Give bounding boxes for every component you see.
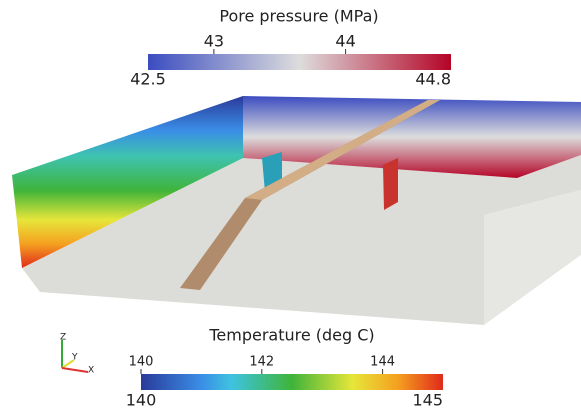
z-label: Z bbox=[60, 333, 66, 343]
range-max-label: 145 bbox=[412, 391, 443, 410]
floor-side bbox=[484, 190, 581, 325]
tick-label: 44 bbox=[335, 32, 355, 51]
tick-label: 142 bbox=[249, 355, 274, 370]
range-min-label: 42.5 bbox=[130, 70, 166, 89]
fault-plane bbox=[180, 100, 440, 290]
temperature-colorbar bbox=[141, 374, 443, 390]
red-patch bbox=[383, 158, 398, 210]
left-wall bbox=[12, 96, 243, 268]
pore-pressure-title: Pore pressure (MPa) bbox=[219, 7, 378, 26]
tick-label: 144 bbox=[370, 355, 395, 370]
y-label: Y bbox=[71, 353, 78, 363]
axes-triad: Z Y X bbox=[60, 333, 94, 376]
x-label: X bbox=[88, 366, 94, 376]
y-axis bbox=[61, 359, 75, 369]
range-min-label: 140 bbox=[126, 391, 157, 410]
model-3d bbox=[12, 96, 581, 325]
floor bbox=[22, 155, 581, 325]
pore-pressure-colorbar bbox=[148, 54, 451, 70]
fault-top bbox=[245, 100, 440, 200]
range-max-label: 44.8 bbox=[415, 70, 451, 89]
x-axis bbox=[61, 367, 89, 373]
tick-label: 140 bbox=[129, 355, 154, 370]
temperature-title: Temperature (deg C) bbox=[208, 326, 374, 345]
tick-label: 43 bbox=[204, 32, 224, 51]
